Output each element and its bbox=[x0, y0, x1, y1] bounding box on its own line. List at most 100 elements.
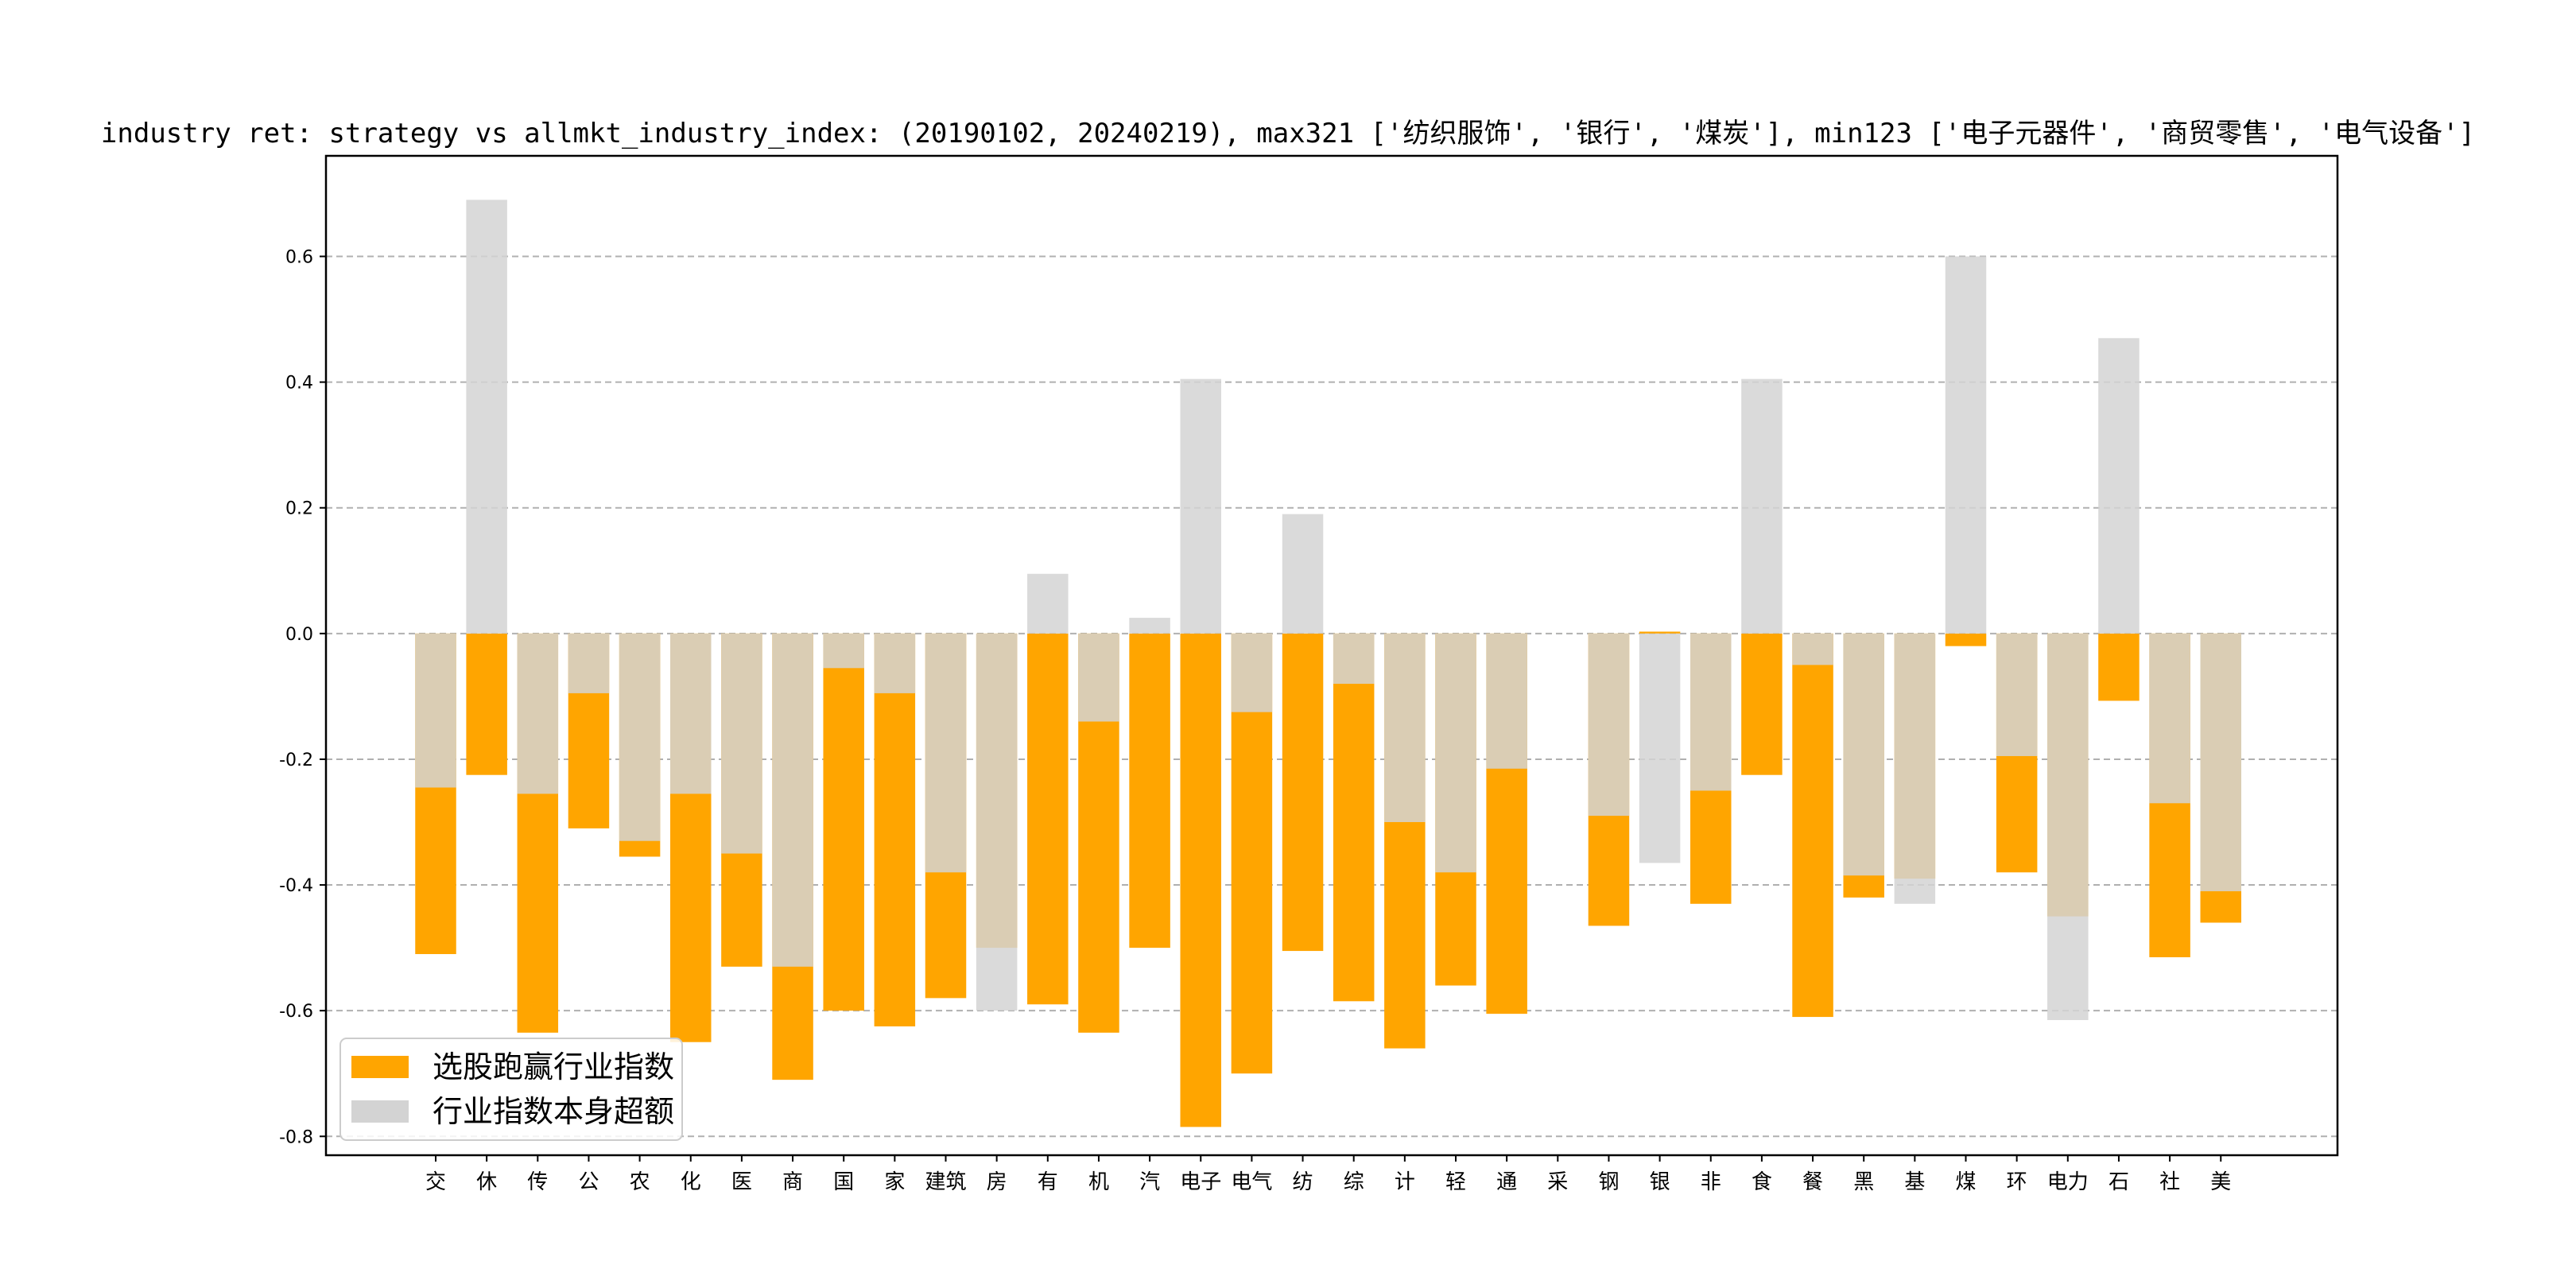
x-tick-label: 公 bbox=[578, 1170, 599, 1194]
x-tick-label: 建筑 bbox=[925, 1170, 966, 1194]
x-tick-label: 电气 bbox=[1231, 1170, 1272, 1194]
x-tick-label: 计 bbox=[1395, 1170, 1415, 1194]
bar-2-农 bbox=[619, 633, 661, 841]
x-tick-label: 通 bbox=[1496, 1170, 1517, 1194]
x-tick-label: 环 bbox=[2007, 1170, 2027, 1194]
bar-2-非 bbox=[1690, 633, 1732, 791]
bar-2-化 bbox=[670, 633, 712, 794]
bar-2-汽 bbox=[1129, 618, 1170, 634]
x-tick-label: 钢 bbox=[1598, 1170, 1619, 1194]
bar-2-石 bbox=[2098, 338, 2140, 634]
bar-2-公 bbox=[568, 633, 610, 693]
x-tick-label: 房 bbox=[987, 1170, 1007, 1194]
x-tick-label: 非 bbox=[1701, 1170, 1721, 1194]
x-tick-label: 综 bbox=[1344, 1170, 1364, 1194]
x-tick-label: 纺 bbox=[1293, 1170, 1313, 1194]
bar-1-国 bbox=[823, 633, 864, 1011]
bar-2-国 bbox=[823, 633, 864, 669]
y-tick-label: 0.0 bbox=[285, 625, 313, 645]
x-tick-label: 电力 bbox=[2047, 1170, 2089, 1194]
x-tick-label: 美 bbox=[2210, 1170, 2231, 1194]
bar-2-机 bbox=[1078, 633, 1119, 722]
x-tick-label: 基 bbox=[1904, 1170, 1925, 1194]
bar-2-医 bbox=[721, 633, 762, 854]
y-tick-label: -0.6 bbox=[279, 1002, 313, 1022]
x-tick-label: 黑 bbox=[1853, 1170, 1874, 1194]
bar-2-钢 bbox=[1588, 633, 1630, 817]
x-tick-label: 餐 bbox=[1802, 1170, 1823, 1194]
x-tick-label: 交 bbox=[425, 1170, 446, 1194]
gridlines bbox=[326, 255, 2337, 1138]
bar-1-休 bbox=[466, 633, 507, 775]
bar-1-煤 bbox=[1945, 633, 1987, 646]
legend-label: 选股跑赢行业指数 bbox=[433, 1049, 674, 1084]
legend-label: 行业指数本身超额 bbox=[433, 1094, 674, 1129]
bar-2-纺 bbox=[1282, 514, 1324, 634]
bars bbox=[415, 200, 2241, 1127]
y-axis-ticks: -0.8 -0.6 -0.4 -0.2 0.0 0.2 0.4 0.6 bbox=[279, 247, 326, 1147]
x-tick-label: 医 bbox=[731, 1170, 752, 1194]
bar-2-基 bbox=[1894, 633, 1936, 904]
bar-1-餐 bbox=[1792, 633, 1833, 1018]
bar-1-纺 bbox=[1282, 633, 1324, 952]
x-tick-label: 采 bbox=[1547, 1170, 1568, 1194]
bar-2-综 bbox=[1333, 633, 1375, 685]
legend-box bbox=[339, 1038, 683, 1141]
x-tick-label: 机 bbox=[1088, 1170, 1109, 1194]
bar-2-黑 bbox=[1843, 633, 1884, 876]
bar-2-交 bbox=[415, 633, 456, 788]
bar-1-有 bbox=[1027, 633, 1069, 1005]
plot-area-frame bbox=[324, 154, 2339, 1157]
bar-2-家 bbox=[874, 633, 916, 693]
bar-2-计 bbox=[1384, 633, 1426, 822]
bar-1-综 bbox=[1333, 633, 1375, 1002]
bar-2-通 bbox=[1486, 633, 1527, 769]
legend-swatch bbox=[351, 1056, 409, 1078]
y-tick-label: -0.8 bbox=[279, 1127, 313, 1147]
x-tick-label: 农 bbox=[630, 1170, 650, 1194]
bar-2-环 bbox=[1996, 633, 2038, 756]
x-tick-label: 国 bbox=[833, 1170, 854, 1194]
bar-2-餐 bbox=[1792, 633, 1833, 665]
x-tick-label: 有 bbox=[1038, 1170, 1058, 1194]
x-tick-label: 银 bbox=[1650, 1170, 1670, 1194]
bar-2-商 bbox=[772, 633, 813, 967]
bar-2-煤 bbox=[1945, 256, 1987, 634]
y-tick-label: -0.4 bbox=[279, 876, 313, 896]
bar-2-美 bbox=[2200, 633, 2241, 891]
series-2-bars bbox=[415, 200, 2241, 1021]
bar-2-电力 bbox=[2047, 633, 2089, 1021]
legend-swatch bbox=[351, 1100, 409, 1123]
x-tick-label: 化 bbox=[681, 1170, 701, 1194]
x-tick-label: 煤 bbox=[1955, 1170, 1976, 1194]
bar-1-银 bbox=[1639, 631, 1681, 634]
bar-2-传 bbox=[517, 633, 559, 794]
bar-1-食 bbox=[1741, 633, 1783, 775]
x-tick-label: 商 bbox=[782, 1170, 803, 1194]
bar-2-食 bbox=[1741, 378, 1783, 634]
bar-1-家 bbox=[874, 633, 916, 1026]
y-tick-label: 0.4 bbox=[285, 374, 313, 394]
x-tick-label: 石 bbox=[2109, 1170, 2129, 1194]
x-tick-label: 轻 bbox=[1445, 1170, 1466, 1194]
bar-1-电子 bbox=[1180, 633, 1221, 1127]
y-tick-label: 0.2 bbox=[285, 499, 313, 519]
bar-2-电子 bbox=[1180, 378, 1221, 634]
bar-2-有 bbox=[1027, 573, 1069, 634]
x-axis-ticks: 交 休 传 公 农 化 医 商 国 家建筑房 有 机 汽电子 电气纺 综 计 轻 通 采 钢 银 非 食 餐 黑 基 煤 环电力石 社 美 bbox=[425, 1155, 2231, 1194]
bar-2-银 bbox=[1639, 633, 1681, 863]
bar-2-轻 bbox=[1435, 633, 1476, 873]
bar-1-汽 bbox=[1129, 633, 1170, 949]
x-tick-label: 食 bbox=[1752, 1170, 1772, 1194]
x-tick-label: 电子 bbox=[1180, 1170, 1221, 1194]
bar-2-建筑 bbox=[925, 633, 967, 873]
x-tick-label: 休 bbox=[476, 1170, 497, 1194]
bar-2-电气 bbox=[1231, 633, 1273, 712]
y-tick-label: 0.6 bbox=[285, 247, 313, 267]
x-tick-label: 传 bbox=[527, 1170, 548, 1194]
x-tick-label: 汽 bbox=[1139, 1170, 1160, 1194]
chart-title: industry ret: strategy vs allmkt_industr… bbox=[101, 118, 2475, 149]
x-tick-label: 家 bbox=[884, 1170, 905, 1194]
bar-2-社 bbox=[2149, 633, 2190, 804]
